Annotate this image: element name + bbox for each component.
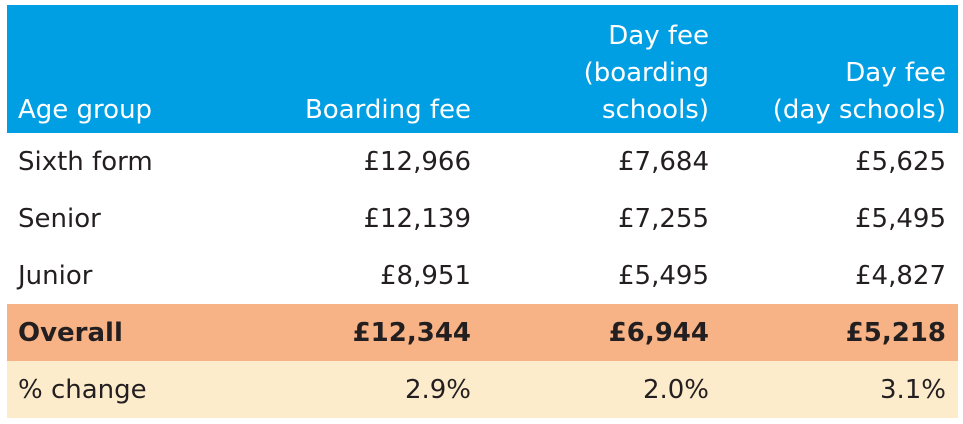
overall-day-fee-boarding: £6,944 bbox=[483, 304, 721, 361]
fees-table: Age group Boarding fee Day fee (boarding… bbox=[7, 5, 958, 418]
row-label: Senior bbox=[18, 203, 101, 234]
row-label: Junior bbox=[18, 260, 93, 291]
boarding-fee-cell: £8,951 bbox=[380, 260, 471, 291]
overall-row: Overall £12,344 £6,944 £5,218 bbox=[7, 304, 958, 361]
table-row: Sixth form £12,966 £7,684 £5,625 bbox=[7, 133, 958, 190]
header-day-fee-boarding-schools: Day fee (boarding schools) bbox=[483, 5, 721, 133]
table-row: Senior £12,139 £7,255 £5,495 bbox=[7, 190, 958, 247]
percent-change-row: % change 2.9% 2.0% 3.1% bbox=[7, 361, 958, 418]
table-header-row: Age group Boarding fee Day fee (boarding… bbox=[7, 5, 958, 133]
day-fee-boarding-cell: £7,255 bbox=[618, 203, 709, 234]
boarding-fee-cell: £12,139 bbox=[363, 203, 471, 234]
change-day-fee-boarding: 2.0% bbox=[483, 361, 721, 418]
boarding-fee-cell: £12,966 bbox=[363, 146, 471, 177]
header-line: Day fee bbox=[608, 21, 709, 51]
change-day-fee-day: 3.1% bbox=[721, 361, 958, 418]
header-line: Age group bbox=[18, 95, 153, 125]
row-label: Sixth form bbox=[18, 146, 153, 177]
table-row: Junior £8,951 £5,495 £4,827 bbox=[7, 247, 958, 304]
header-line: schools) bbox=[601, 95, 709, 125]
change-boarding-fee: 2.9% bbox=[293, 361, 483, 418]
change-label: % change bbox=[7, 361, 293, 418]
day-fee-boarding-cell: £5,495 bbox=[618, 260, 709, 291]
header-boarding-fee: Boarding fee bbox=[293, 5, 483, 133]
header-line: (boarding bbox=[583, 58, 709, 88]
overall-day-fee-day: £5,218 bbox=[721, 304, 958, 361]
overall-boarding-fee: £12,344 bbox=[293, 304, 483, 361]
overall-label: Overall bbox=[7, 304, 293, 361]
header-line: Boarding fee bbox=[304, 95, 471, 125]
header-line: Day fee bbox=[845, 58, 946, 88]
header-age-group: Age group bbox=[7, 5, 293, 133]
day-fee-day-cell: £5,495 bbox=[855, 203, 946, 234]
day-fee-day-cell: £4,827 bbox=[855, 260, 946, 291]
day-fee-boarding-cell: £7,684 bbox=[618, 146, 709, 177]
header-day-fee-day-schools: Day fee (day schools) bbox=[721, 5, 958, 133]
header-line: (day schools) bbox=[772, 95, 946, 125]
day-fee-day-cell: £5,625 bbox=[855, 146, 946, 177]
